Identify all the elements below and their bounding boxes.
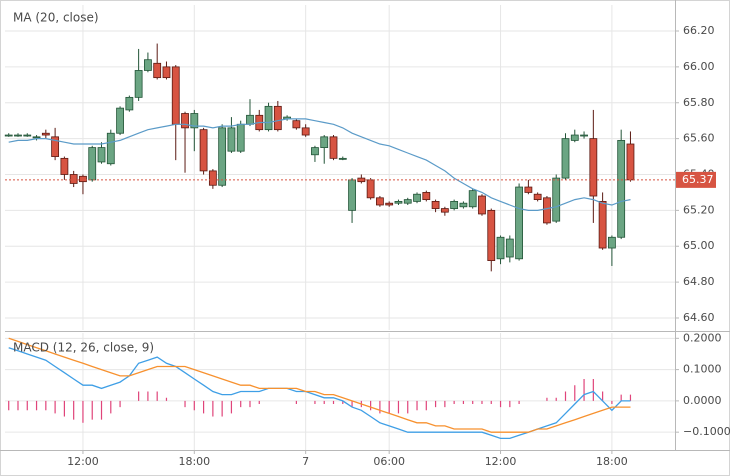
candle-body [41, 132, 50, 136]
candle-body [589, 138, 598, 197]
candle-body [487, 209, 496, 261]
candle-body [116, 107, 124, 134]
candle-body [246, 114, 254, 125]
y-tick-label: 65.20 [683, 203, 715, 216]
candle-body [144, 59, 152, 71]
candle-body [227, 127, 236, 152]
candle-body [422, 192, 431, 201]
candle-body [543, 197, 551, 224]
candle-body [264, 105, 273, 131]
candle-body [561, 138, 570, 179]
candle-body [320, 136, 329, 148]
candle-body [171, 66, 180, 125]
y-tick-label: 0.1000 [683, 363, 722, 376]
candle-body [301, 127, 310, 136]
candle-body [51, 136, 60, 157]
candle-body [524, 186, 533, 193]
signal-line [8, 337, 631, 433]
candle-body [23, 134, 32, 137]
candle-body [403, 199, 412, 204]
candle-body [515, 186, 523, 260]
candle-body [60, 157, 69, 175]
candle-body [570, 134, 579, 141]
y-tick-label: 66.20 [683, 24, 715, 37]
candle-body [376, 197, 384, 206]
candle-body [450, 200, 459, 209]
candle-body [162, 66, 171, 79]
candle-body [181, 113, 189, 129]
candle-body [153, 62, 162, 79]
candle-body [580, 134, 588, 137]
candle-body [125, 96, 134, 111]
candle-body [134, 70, 143, 98]
candle-body [394, 200, 403, 204]
candle-body [440, 208, 449, 213]
candle-body [496, 236, 505, 260]
x-tick-label: 12:00 [67, 455, 99, 468]
candle-body [478, 195, 486, 215]
y-tick-label: 65.80 [683, 96, 715, 109]
price-panel: 64.6064.8065.0065.2065.4065.6065.8066.00… [4, 5, 716, 330]
macd-title: MACD (12, 26, close, 9) [13, 341, 154, 355]
candle-body [199, 129, 208, 172]
candle-body [14, 134, 22, 137]
ma-legend: MA (20, close) [13, 11, 99, 25]
y-tick-label: 0.2000 [683, 331, 722, 344]
y-tick-label: 64.80 [683, 275, 715, 288]
candle-body [607, 236, 616, 249]
x-tick-label: 12:00 [485, 455, 517, 468]
candle-body [626, 143, 635, 181]
macd-panel: −0.1000 0.0000 0.1000 0.2000 [5, 331, 730, 450]
y-tick-label: 65.60 [683, 132, 715, 145]
candle-body [311, 147, 319, 156]
candle-body [468, 190, 477, 208]
candle-body [338, 157, 347, 160]
candle-body [385, 202, 394, 206]
candle-body [97, 147, 106, 163]
candle-body [292, 120, 301, 129]
candle-body [273, 105, 282, 131]
candle-body [69, 174, 78, 184]
candle-body [88, 147, 97, 181]
y-tick-label: 64.60 [683, 311, 715, 324]
candle-body [617, 140, 626, 238]
y-tick-label: 66.00 [683, 60, 715, 73]
candle-body [208, 170, 217, 186]
x-tick-label: 18:00 [178, 455, 210, 468]
candle-body [106, 132, 115, 165]
last-price-label: 65.37 [682, 173, 714, 186]
candle-body [79, 175, 87, 183]
candle-body [598, 200, 607, 249]
x-tick-label: 18:00 [596, 455, 628, 468]
candle-body [4, 134, 13, 137]
candle-body [329, 136, 338, 159]
candle-body [348, 179, 356, 211]
y-tick-label: 65.00 [683, 239, 715, 252]
candle-body [218, 127, 227, 186]
candle-body [533, 193, 542, 201]
candle-body [552, 177, 561, 222]
x-tick-label: 06:00 [373, 455, 405, 468]
candle-body [190, 113, 199, 129]
ma-line [8, 118, 631, 211]
last-price-tag [676, 171, 716, 188]
candle-body [236, 123, 245, 152]
candle-body [459, 202, 468, 208]
y-tick-label: 0.0000 [683, 394, 722, 407]
x-tick-label: 7 [302, 455, 309, 468]
candle-body [413, 193, 421, 202]
candle-body [431, 200, 440, 209]
candle-body [366, 179, 375, 199]
candle-body [32, 136, 41, 139]
candle-body [505, 238, 514, 258]
y-tick-label: −0.1000 [683, 425, 730, 438]
